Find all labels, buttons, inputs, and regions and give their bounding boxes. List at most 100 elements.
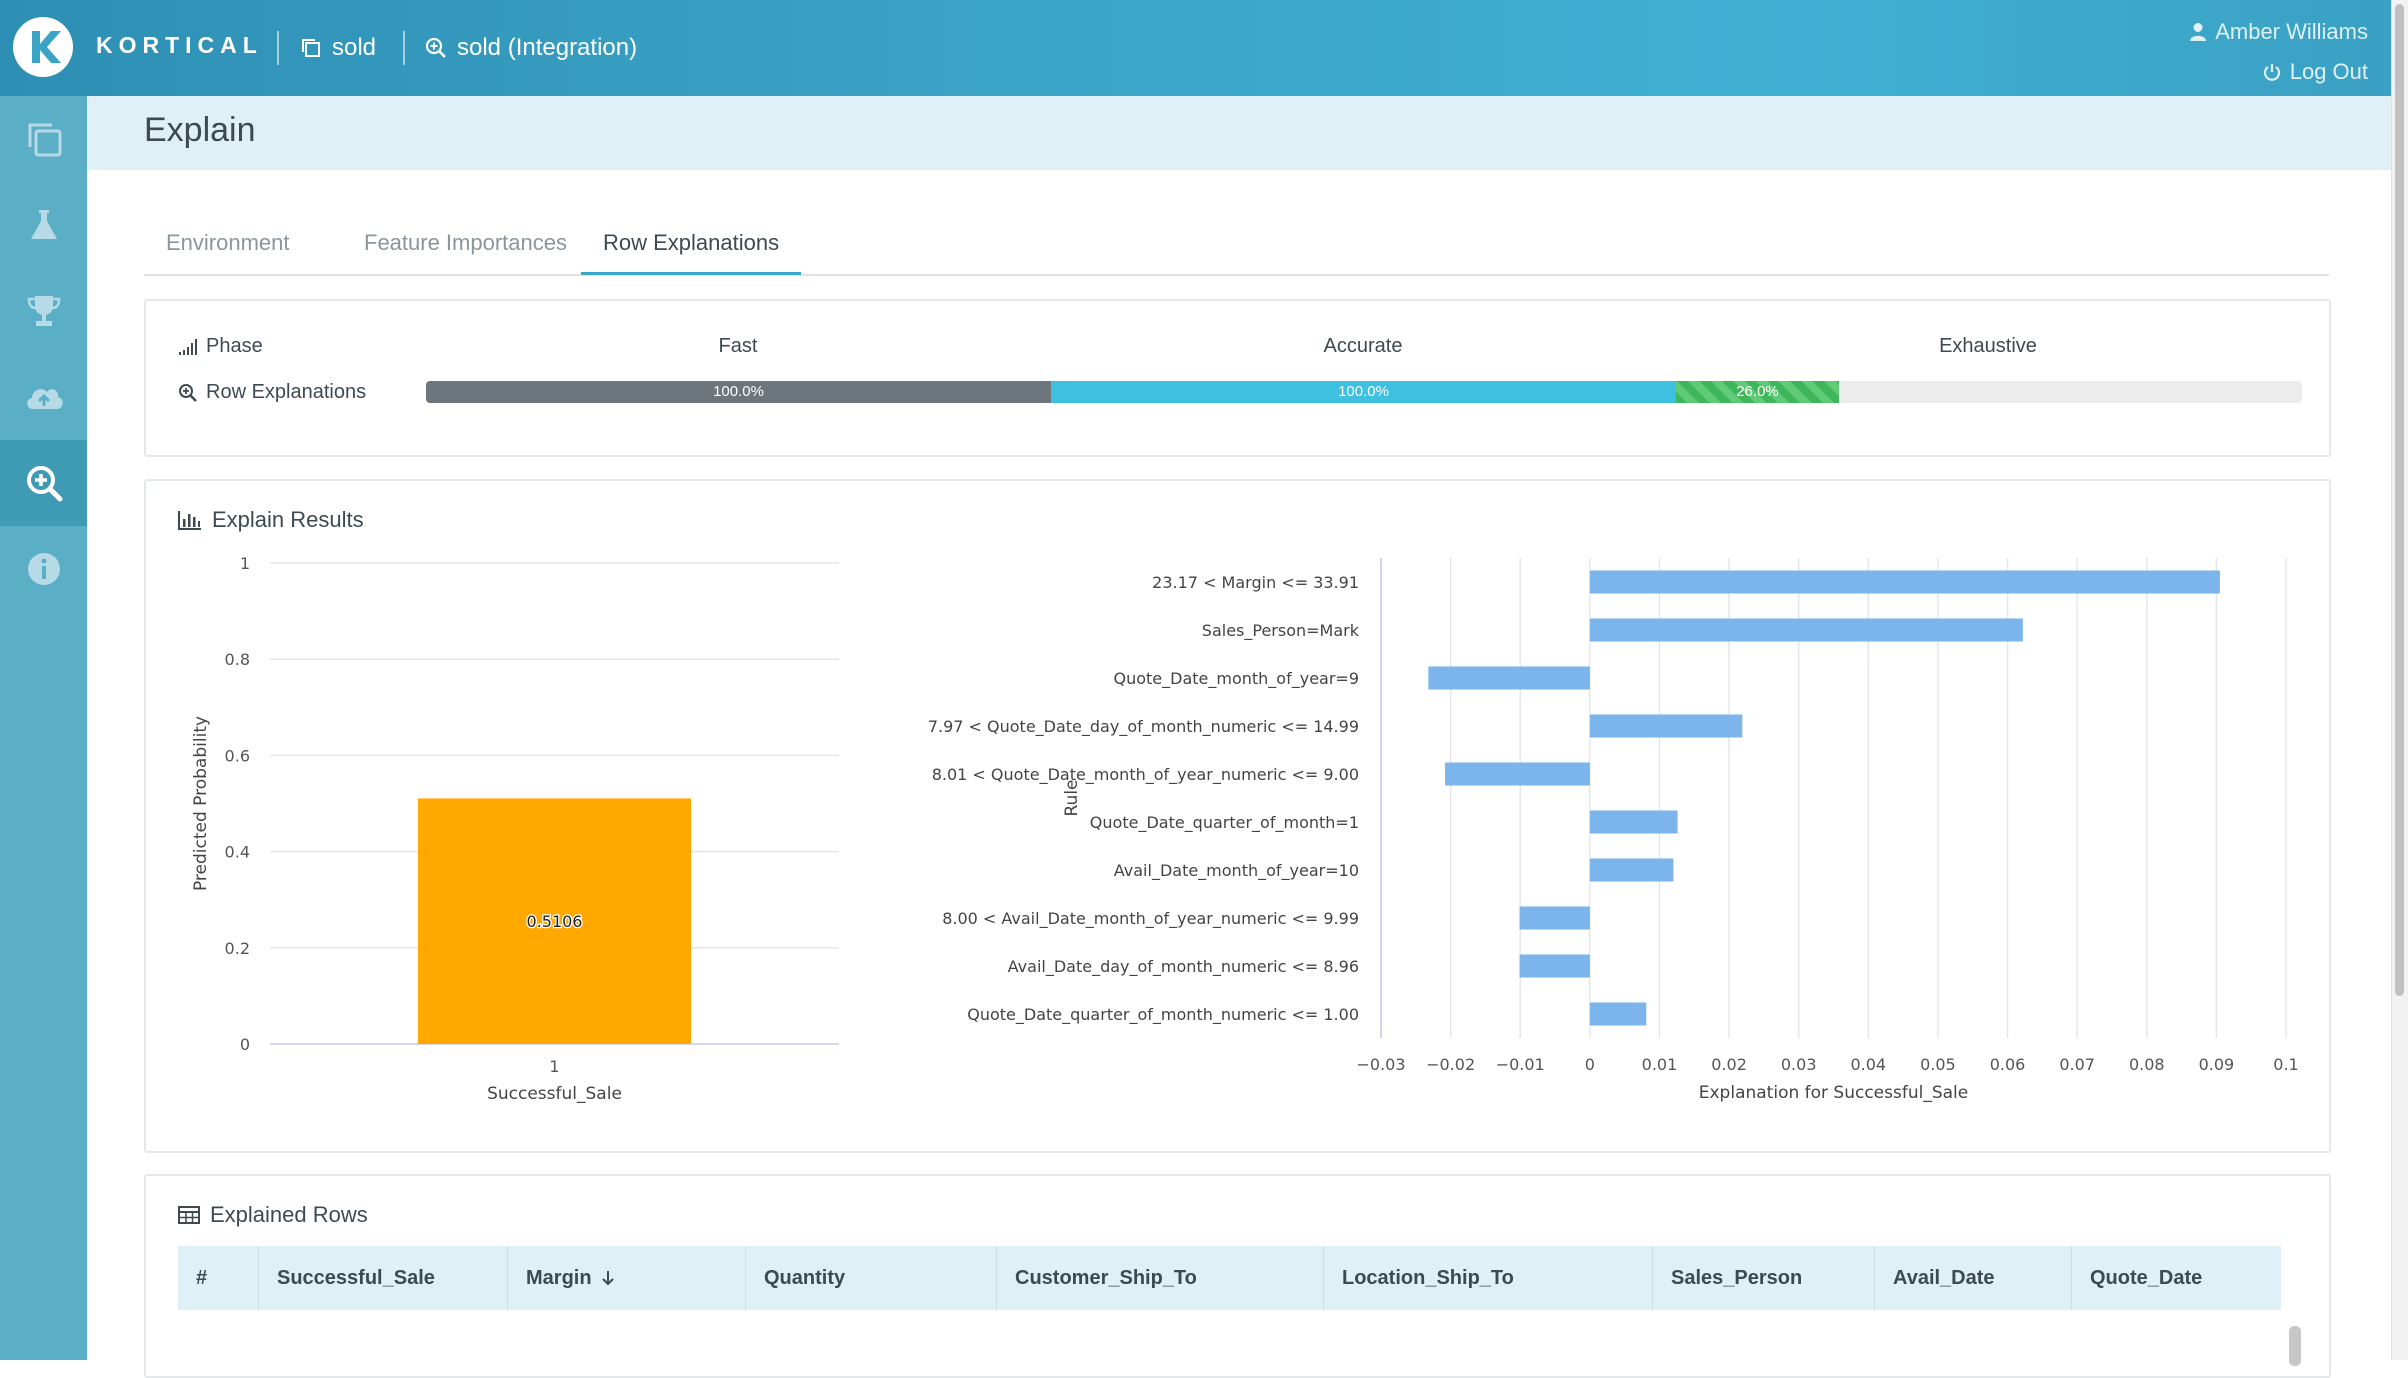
table-scrollbar[interactable] (2289, 1326, 2301, 1366)
explanation-bar (1589, 810, 1678, 834)
x-tick-label: 0.1 (2273, 1055, 2298, 1074)
user-name-label: Amber Williams (2215, 19, 2368, 44)
x-tick-label: −0.03 (1356, 1055, 1405, 1074)
bar-data-label: 0.5106 (527, 912, 583, 931)
explanation-bar (1519, 906, 1590, 930)
y-tick-label: 1 (240, 554, 250, 573)
sidebar-item-explain[interactable] (0, 440, 87, 526)
column-header-avail-date[interactable]: Avail_Date (1875, 1246, 2072, 1310)
sort-desc-icon (602, 1271, 614, 1286)
search-plus-icon (26, 466, 62, 502)
phase-exhaustive: Exhaustive (1939, 335, 2037, 357)
logout-button[interactable]: Log Out (2189, 56, 2368, 88)
search-plus-icon (425, 37, 446, 58)
sidebar-item-lab[interactable] (0, 182, 87, 268)
predicted-probability-chart: 0 0.2 0.4 0.6 0.8 1 0.5106 1 Successful_Sale Pred… (191, 554, 839, 1104)
phase-progress-bar: 100.0% 100.0% 26.0% (426, 381, 2302, 403)
x-axis-label: Explanation for Successful_Sale (1699, 1083, 1968, 1103)
x-tick-label: 0.03 (1781, 1055, 1817, 1074)
explanation-bar (1519, 954, 1590, 978)
x-tick-label: 0.09 (2199, 1055, 2235, 1074)
rule-label: Quote_Date_quarter_of_month=1 (1090, 813, 1359, 833)
rule-label: Quote_Date_quarter_of_month_numeric <= 1… (967, 1005, 1359, 1025)
rule-label: 23.17 < Margin <= 33.91 (1152, 573, 1359, 592)
sidebar-item-leaderboard[interactable] (0, 268, 87, 354)
x-tick-label: 0.02 (1711, 1055, 1747, 1074)
breadcrumb-project-label: sold (332, 34, 377, 61)
y-tick-label: 0.4 (225, 843, 250, 862)
info-icon (27, 553, 60, 585)
x-tick-label: 0.08 (2129, 1055, 2165, 1074)
page-header: Explain (87, 96, 2392, 170)
phase-label-text: Phase (206, 335, 263, 357)
column-header-quote-date[interactable]: Quote_Date (2090, 1267, 2203, 1289)
rule-label: 8.00 < Avail_Date_month_of_year_numeric … (942, 909, 1359, 929)
row-explanations-label-text: Row Explanations (206, 381, 367, 403)
column-header-location-ship-to[interactable]: Location_Ship_To (1324, 1246, 1653, 1310)
phase-fast: Fast (718, 335, 758, 357)
x-tick-label: 0.04 (1850, 1055, 1886, 1074)
rule-label: 7.97 < Quote_Date_day_of_month_numeric <… (928, 717, 1359, 737)
y-tick-label: 0.2 (225, 939, 250, 958)
column-header-sales-person[interactable]: Sales_Person (1653, 1246, 1875, 1310)
sidebar-item-projects[interactable] (0, 96, 87, 182)
rule-label: Sales_Person=Mark (1202, 621, 1360, 641)
column-header-margin[interactable]: Margin (508, 1246, 746, 1310)
explained-rows-title-text: Explained Rows (210, 1202, 368, 1227)
phase-card: Phase Row Explanations Fast Accurate Exh… (144, 299, 2331, 457)
logo-k-icon (32, 31, 61, 63)
page-scrollbar[interactable] (2391, 0, 2408, 1360)
sidebar-item-info[interactable] (0, 526, 87, 612)
breadcrumb-environment[interactable]: sold (Integration) (425, 34, 637, 62)
cloud-upload-icon (26, 389, 63, 409)
explanation-bar (1589, 714, 1743, 738)
explanation-bar (1589, 858, 1674, 882)
column-header-margin-label: Margin (526, 1267, 592, 1289)
tab-row-explanations[interactable]: Row Explanations (581, 230, 802, 275)
breadcrumb-separator (403, 31, 405, 65)
logout-label: Log Out (2289, 59, 2368, 84)
trophy-icon (27, 296, 60, 326)
x-axis-label: Successful_Sale (487, 1084, 622, 1104)
copy-icon (28, 123, 61, 157)
progress-exhaustive: 26.0% (1676, 381, 1839, 403)
phase-label: Phase (178, 335, 263, 358)
rule-label: Avail_Date_day_of_month_numeric <= 8.96 (1008, 957, 1359, 977)
x-tick-label: −0.02 (1426, 1055, 1475, 1074)
tab-feature-importances[interactable]: Feature Importances (364, 230, 567, 255)
column-header-customer-ship-to[interactable]: Customer_Ship_To (997, 1246, 1324, 1310)
explanation-bar (1589, 618, 2023, 642)
column-header-quantity[interactable]: Quantity (746, 1246, 997, 1310)
explanation-bar (1589, 570, 2220, 594)
phase-accurate: Accurate (1323, 335, 1403, 357)
column-header-index[interactable]: # (178, 1246, 259, 1310)
explain-results-title-text: Explain Results (212, 507, 364, 532)
kortical-logo[interactable] (13, 17, 73, 77)
rule-label: 8.01 < Quote_Date_month_of_year_numeric … (932, 765, 1359, 785)
breadcrumb-project[interactable]: sold (300, 34, 376, 62)
probability-bar (417, 798, 692, 1044)
explanation-bar (1589, 1002, 1647, 1026)
table-header: # Successful_Sale Margin Quantity Custom… (178, 1246, 2281, 1310)
page-scrollbar-thumb[interactable] (2395, 4, 2404, 996)
progress-fast: 100.0% (426, 381, 1051, 403)
y-axis-label: Rule (1062, 779, 1082, 816)
x-tick-label: 0.06 (1990, 1055, 2026, 1074)
row-explanations-label: Row Explanations (178, 381, 366, 404)
rule-label: Avail_Date_month_of_year=10 (1114, 861, 1359, 881)
x-tick-label: 0.05 (1920, 1055, 1956, 1074)
sidebar-item-deploy[interactable] (0, 354, 87, 440)
x-tick-label: 0 (1585, 1055, 1595, 1074)
tab-bar: Environment Feature Importances Row Expl… (144, 212, 2329, 276)
signal-bars-icon (179, 338, 197, 355)
top-bar: KORTICAL sold sold (Integration) Amber W… (0, 0, 2408, 96)
user-icon (2190, 23, 2207, 41)
flask-icon (30, 210, 57, 239)
explained-rows-title: Explained Rows (178, 1202, 368, 1228)
user-menu: Amber Williams Log Out (2189, 16, 2368, 88)
tab-environment[interactable]: Environment (166, 230, 290, 255)
column-header-successful-sale[interactable]: Successful_Sale (259, 1246, 508, 1310)
page-title: Explain (144, 111, 256, 149)
explanation-bar (1445, 762, 1590, 786)
user-name[interactable]: Amber Williams (2189, 16, 2368, 48)
